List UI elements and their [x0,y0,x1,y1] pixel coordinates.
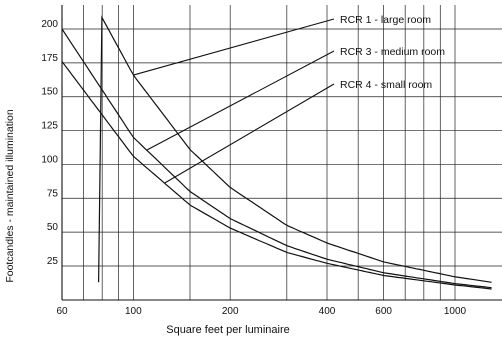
plot-frame [61,5,502,301]
series-label-3: RCR 4 - small room [340,79,432,91]
x-tick-label: 60 [56,306,68,317]
grid [62,5,502,300]
leader-line-2 [146,50,335,151]
y-tick-label: 50 [47,222,59,233]
y-tick-labels: 25 50 75 100 125 150 175 200 [41,19,58,267]
y-tick-label: 25 [47,256,59,267]
leader-lines [133,18,335,184]
series-labels: RCR 1 - large room RCR 3 - medium room RCR… [340,14,445,91]
x-tick-label: 200 [222,306,239,317]
leader-line-3 [164,83,335,184]
leader-line-1 [133,18,335,76]
x-tick-label: 600 [375,306,392,317]
x-tick-label: 400 [319,306,336,317]
y-tick-label: 150 [41,87,58,98]
series-line-1 [98,15,492,283]
y-tick-label: 175 [41,53,58,64]
series-label-1: RCR 1 - large room [340,14,431,26]
y-tick-label: 100 [41,154,58,165]
series-label-2: RCR 3 - medium room [340,46,445,58]
x-tick-labels: 60 100 200 400 600 1000 [56,306,466,317]
y-tick-label: 75 [47,188,59,199]
y-tick-label: 125 [41,121,58,132]
series-line-3 [61,61,492,290]
x-tick-label: 1000 [444,306,467,317]
x-tick-label: 100 [125,306,142,317]
y-tick-label: 200 [41,19,58,30]
x-axis-label: Square feet per luminaire [166,324,290,336]
series-line-2 [61,28,492,289]
series-group [61,15,492,290]
y-axis-label: Footcandles - maintained illumination [4,109,16,283]
